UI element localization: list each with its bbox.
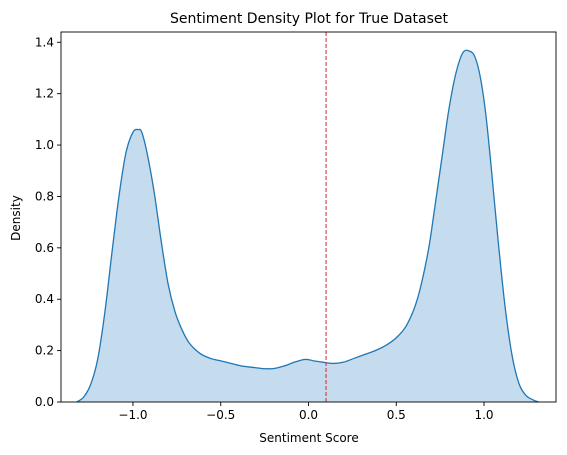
y-tick-label: 0.4 bbox=[35, 292, 54, 306]
density-fill bbox=[76, 50, 539, 402]
y-tick-label: 0.8 bbox=[35, 189, 54, 203]
x-tick-label: 0.0 bbox=[299, 408, 318, 422]
y-tick-label: 0.2 bbox=[35, 344, 54, 358]
y-axis-label: Density bbox=[9, 195, 23, 241]
y-tick-label: 1.2 bbox=[35, 87, 54, 101]
x-axis-label: Sentiment Score bbox=[259, 431, 358, 445]
y-tick-label: 1.4 bbox=[35, 35, 54, 49]
x-tick-label: −1.0 bbox=[118, 408, 147, 422]
plot-area: −1.0 −0.5 0.0 0.5 1.0 0.0 0.2 0.4 0.6 0.8 1.0 1.2 1.… bbox=[35, 31, 557, 422]
x-tick-label: 1.0 bbox=[474, 408, 493, 422]
y-tick-label: 0.0 bbox=[35, 395, 54, 409]
y-tick-label: 0.6 bbox=[35, 241, 54, 255]
y-tick-label: 1.0 bbox=[35, 138, 54, 152]
density-curve bbox=[76, 49, 539, 403]
x-tick-label: −0.5 bbox=[206, 408, 235, 422]
x-tick-label: 0.5 bbox=[387, 408, 406, 422]
chart-title: Sentiment Density Plot for True Dataset bbox=[170, 11, 449, 27]
